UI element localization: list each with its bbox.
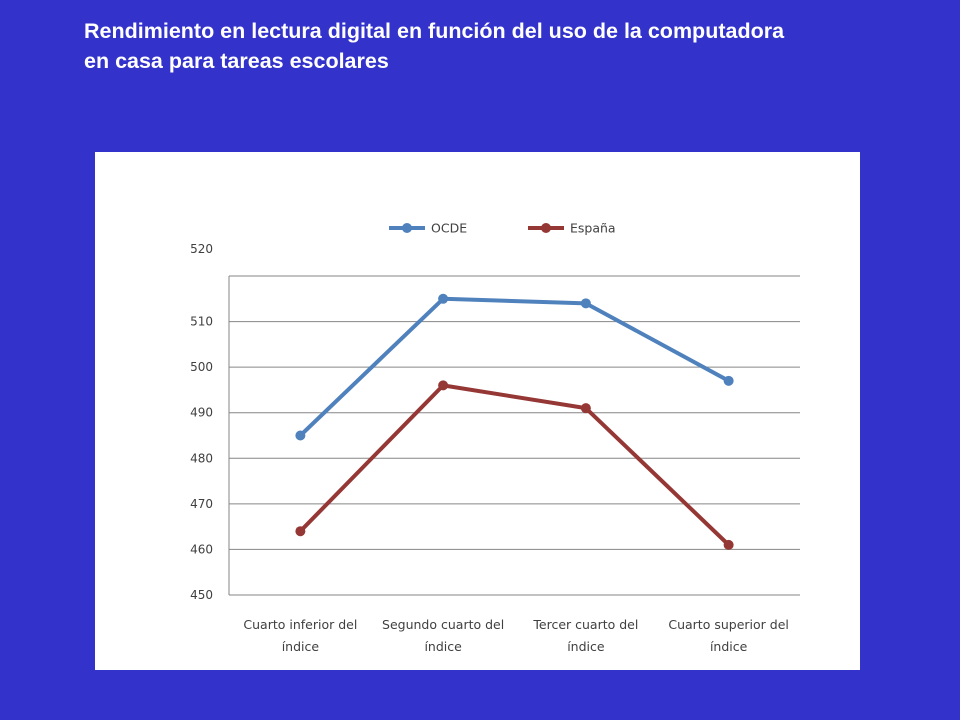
legend-swatch-marker bbox=[541, 223, 551, 233]
x-tick-label: Segundo cuarto del bbox=[382, 617, 504, 632]
series-line-0 bbox=[298, 296, 730, 437]
series-line-1 bbox=[298, 383, 731, 547]
y-tick-label: 490 bbox=[190, 406, 213, 420]
y-tick-label: 500 bbox=[190, 360, 213, 374]
data-point bbox=[723, 539, 734, 550]
y-tick-label: 460 bbox=[190, 542, 213, 556]
data-point bbox=[723, 375, 734, 386]
data-point bbox=[438, 380, 449, 391]
data-point bbox=[295, 430, 306, 441]
legend-swatch-marker bbox=[402, 223, 412, 233]
chart-panel: 450 460 470 480 490 500 510 520 Cuarto inferior … bbox=[95, 152, 860, 670]
x-tick-label: índice bbox=[282, 639, 320, 654]
slide-title-line-2: en casa para tareas escolares bbox=[84, 49, 389, 73]
y-tick-label: 510 bbox=[190, 315, 213, 329]
x-tick-label: índice bbox=[710, 639, 748, 654]
y-tick-label: 480 bbox=[190, 451, 213, 465]
x-tick-label: Cuarto superior del bbox=[668, 617, 789, 632]
slide-title: Rendimiento en lectura digital en funció… bbox=[84, 16, 954, 76]
data-point bbox=[438, 293, 449, 304]
line-chart: 450 460 470 480 490 500 510 520 Cuarto inferior … bbox=[190, 221, 800, 654]
y-tick-label: 450 bbox=[190, 588, 213, 602]
x-tick-label: índice bbox=[567, 639, 605, 654]
data-point bbox=[580, 298, 591, 309]
data-point bbox=[295, 526, 306, 537]
legend-label: España bbox=[570, 221, 616, 236]
x-tick-label: índice bbox=[424, 639, 462, 654]
data-point bbox=[580, 403, 591, 414]
legend-label: OCDE bbox=[431, 221, 467, 236]
y-tick-label: 520 bbox=[190, 242, 213, 256]
x-tick-label: Cuarto inferior del bbox=[243, 617, 357, 632]
y-tick-label: 470 bbox=[190, 497, 213, 511]
x-tick-label: Tercer cuarto del bbox=[532, 617, 638, 632]
slide-title-line-1: Rendimiento en lectura digital en funció… bbox=[84, 19, 785, 43]
